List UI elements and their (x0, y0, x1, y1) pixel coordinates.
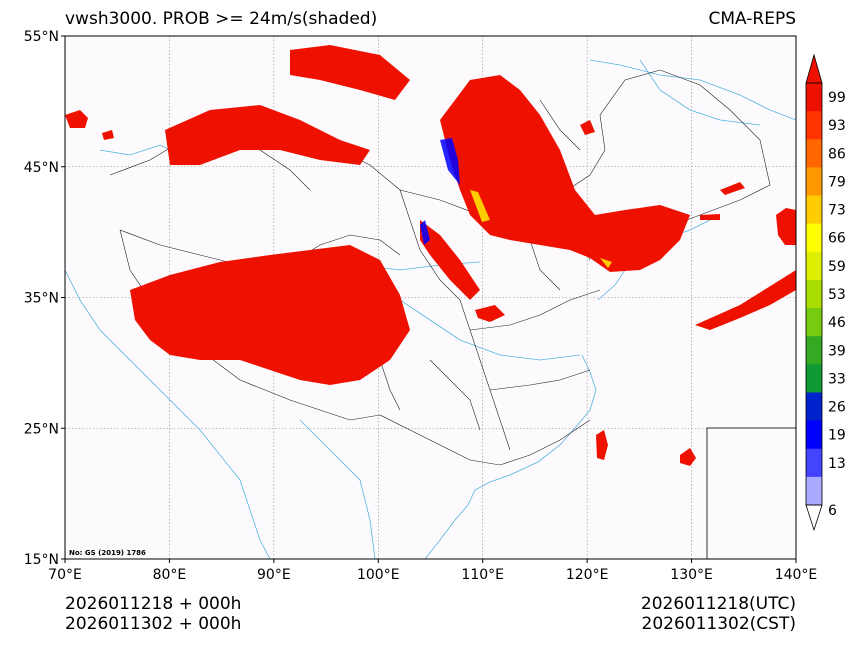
colorbar-segment (806, 336, 822, 365)
latitude-tick-labels: 55°N 45°N 35°N 25°N 15°N (24, 29, 65, 568)
colorbar-label: 19 (828, 428, 846, 444)
lat-tick-label: 45°N (24, 160, 59, 176)
colorbar-label: 73 (828, 203, 846, 219)
colorbar-segment (806, 364, 822, 393)
colorbar-segment (806, 420, 822, 450)
colorbar-segment (806, 167, 822, 197)
colorbar-label: 53 (828, 287, 846, 303)
valid-time-block: 2026011218(UTC) 2026011302(CST) (641, 594, 796, 634)
gridlines (65, 36, 796, 559)
colorbar-label: 99 (828, 90, 846, 106)
review-certificate: No: GS (2019) 1786 (69, 549, 146, 557)
lon-tick-label: 90°E (257, 567, 291, 583)
colorbar-segment (806, 279, 822, 309)
lon-tick-label: 120°E (566, 567, 609, 583)
lon-tick-label: 70°E (48, 567, 82, 583)
probability-shading (65, 45, 796, 466)
colorbar-segment (806, 139, 822, 168)
valid-time-cst: 2026011302(CST) (641, 614, 796, 634)
lon-tick-label: 80°E (153, 567, 187, 583)
colorbar-segment (806, 223, 822, 253)
colorbar-segment (806, 476, 822, 506)
colorbar-label: 13 (828, 456, 846, 472)
lat-tick-label: 35°N (24, 291, 59, 307)
colorbar-label: 26 (828, 400, 846, 416)
colorbar-segment (806, 111, 822, 140)
south-china-sea-inset (706, 427, 796, 559)
colorbar-label: 79 (828, 174, 846, 190)
colorbar-label: 33 (828, 371, 846, 387)
colorbar-min-arrow (805, 504, 823, 532)
colorbar-label: 66 (828, 231, 846, 247)
lon-tick-label: 100°E (357, 567, 400, 583)
colorbar-segment (806, 251, 822, 281)
lon-tick-label: 140°E (775, 567, 818, 583)
colorbar-label: 39 (828, 343, 846, 359)
longitude-tick-labels: 70°E 80°E 90°E 100°E 110°E 120°E 130°E 140°E (48, 559, 817, 583)
probability-mid-shading (470, 190, 612, 268)
colorbar-max-arrow (805, 53, 823, 84)
colorbar-frame (805, 82, 823, 506)
colorbar-label: 6 (828, 503, 837, 519)
lon-tick-label: 130°E (670, 567, 713, 583)
model-name: CMA-REPS (708, 9, 796, 29)
init-time-line1: 2026011218 + 000h (65, 594, 242, 614)
coastlines (65, 59, 796, 559)
probability-low-shading (420, 138, 460, 245)
colorbar-segment (806, 448, 822, 478)
colorbar-segment (806, 83, 822, 112)
lat-tick-label: 55°N (24, 29, 59, 45)
colorbar-label: 86 (828, 146, 846, 162)
lat-tick-label: 25°N (24, 421, 59, 437)
colorbar-label: 59 (828, 259, 846, 275)
colorbar-segment (806, 392, 822, 422)
colorbar-label: 46 (828, 315, 846, 331)
colorbar-label: 93 (828, 118, 846, 134)
init-time-block: 2026011218 + 000h 2026011302 + 000h (65, 594, 241, 634)
colorbar: 99 93 86 79 73 66 59 53 46 39 33 26 19 13 6 (805, 53, 846, 532)
colorbar-segment (806, 195, 822, 225)
colorbar-segment (806, 308, 822, 337)
lat-tick-label: 15°N (24, 552, 59, 568)
chart-title: vwsh3000. PROB >= 24m/s(shaded) (65, 9, 378, 29)
valid-time-utc: 2026011218(UTC) (640, 594, 796, 614)
lon-tick-label: 110°E (461, 567, 504, 583)
init-time-line2: 2026011302 + 000h (65, 614, 242, 634)
